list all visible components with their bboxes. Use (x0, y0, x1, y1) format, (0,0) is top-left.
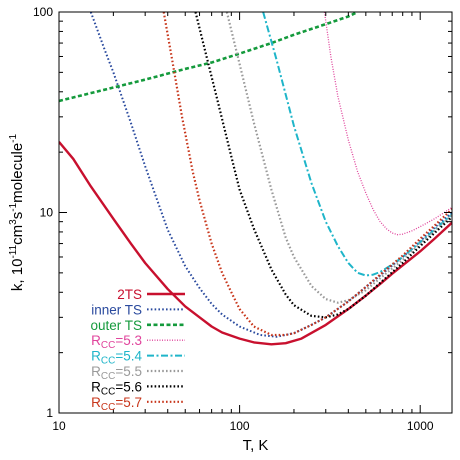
x-tick-label: 10 (52, 419, 66, 433)
legend-label-0: 2TS (117, 287, 142, 302)
series-line-5 (225, 12, 452, 304)
legend-label-7: RCC=5.7 (91, 395, 142, 413)
legend-label-5: RCC=5.5 (91, 364, 142, 382)
legend-label-4: RCC=5.4 (91, 349, 142, 367)
series-line-6 (194, 12, 452, 319)
legend-label-1: inner TS (91, 302, 142, 317)
series-line-4 (262, 12, 452, 277)
x-axis-label: T, K (243, 437, 269, 454)
x-tick-label: 100 (230, 419, 250, 433)
y-tick-label: 10 (40, 206, 54, 220)
legend-label-3: RCC=5.3 (91, 333, 142, 351)
legend-label-6: RCC=5.6 (91, 379, 142, 397)
series-line-1 (89, 12, 452, 338)
x-tick-label: 1000 (407, 419, 434, 433)
series-line-3 (323, 12, 452, 236)
y-tick-label: 100 (33, 5, 53, 19)
legend-label-2: outer TS (90, 318, 142, 333)
y-tick-label: 1 (46, 406, 53, 420)
series-line-2 (59, 12, 359, 103)
chart-series-group (59, 12, 452, 346)
y-axis-label: k, 10-11cm3s-1molecule-1 (8, 133, 26, 291)
